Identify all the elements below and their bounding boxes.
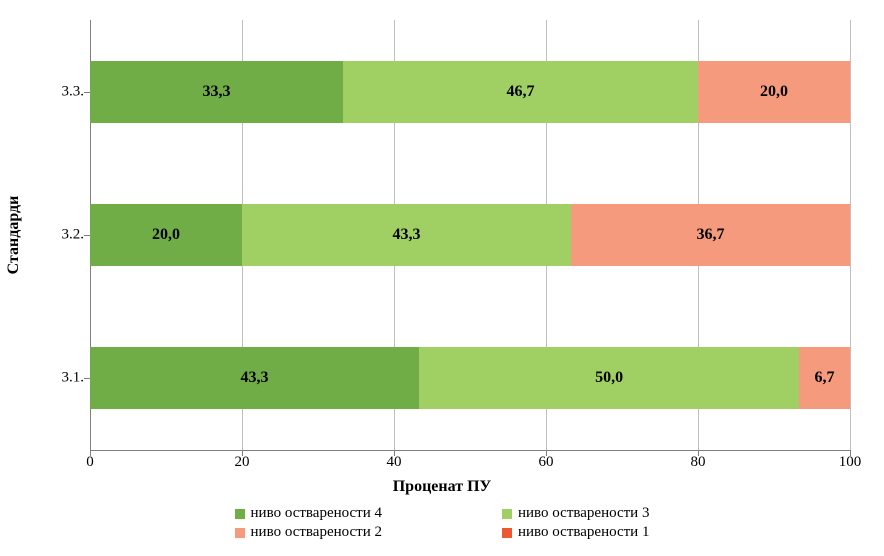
bar-value-label: 43,3	[241, 369, 269, 387]
y-tick-label: 3.2.	[50, 227, 84, 244]
legend-row-1: ниво остварености 4 ниво остварености 3	[0, 504, 884, 523]
bar-segment: 20,0	[90, 204, 242, 266]
x-tick-label: 80	[691, 454, 706, 471]
legend-row-2: ниво остварености 2 ниво остварености 1	[0, 523, 884, 542]
bar-value-label: 43,3	[393, 226, 421, 244]
x-tick-label: 60	[539, 454, 554, 471]
bar-value-label: 46,7	[507, 83, 535, 101]
bar-value-label: 33,3	[203, 83, 231, 101]
bar-row: 33,3 46,7 20,0	[90, 61, 850, 123]
bar-value-label: 36,7	[697, 226, 725, 244]
bar-segment: 43,3	[242, 204, 571, 266]
chart-container: Стандарди 43,3 50,0 6,7 20,0 43,3 36,7 33,3 46,…	[0, 0, 884, 556]
x-tick-label: 0	[86, 454, 94, 471]
legend-item: ниво остварености 1	[502, 524, 649, 541]
x-axis	[90, 450, 850, 451]
y-tick-label: 3.3.	[50, 83, 84, 100]
bar-segment: 33,3	[90, 61, 343, 123]
legend-label: ниво остварености 2	[251, 524, 382, 541]
legend-swatch	[502, 528, 512, 538]
legend-item: ниво остварености 4	[235, 505, 382, 522]
bar-row: 43,3 50,0 6,7	[90, 347, 850, 409]
gridline	[850, 20, 851, 450]
x-axis-label: Проценат ПУ	[0, 478, 884, 496]
bar-segment: 50,0	[419, 347, 799, 409]
legend-swatch	[235, 528, 245, 538]
x-tick-label: 100	[839, 454, 862, 471]
legend-item: ниво остварености 3	[502, 505, 649, 522]
legend-label: ниво остварености 1	[518, 524, 649, 541]
bar-value-label: 20,0	[760, 83, 788, 101]
y-axis-label: Стандарди	[5, 196, 23, 275]
plot-area: 43,3 50,0 6,7 20,0 43,3 36,7 33,3 46,7 20,0	[90, 20, 850, 450]
bar-segment: 43,3	[90, 347, 419, 409]
bar-segment: 36,7	[571, 204, 850, 266]
y-tick-label: 3.1.	[50, 370, 84, 387]
legend-item: ниво остварености 2	[235, 524, 382, 541]
x-tick-label: 20	[235, 454, 250, 471]
legend-swatch	[502, 509, 512, 519]
legend-label: ниво остварености 3	[518, 505, 649, 522]
bar-row: 20,0 43,3 36,7	[90, 204, 850, 266]
y-tick	[84, 378, 90, 379]
legend: ниво остварености 4 ниво остварености 3 …	[0, 504, 884, 542]
bar-segment: 46,7	[343, 61, 698, 123]
bar-segment: 6,7	[799, 347, 850, 409]
y-tick	[84, 235, 90, 236]
x-tick-label: 40	[387, 454, 402, 471]
bar-value-label: 20,0	[152, 226, 180, 244]
bar-value-label: 6,7	[815, 369, 835, 387]
bar-segment: 20,0	[698, 61, 850, 123]
bar-value-label: 50,0	[595, 369, 623, 387]
legend-label: ниво остварености 4	[251, 505, 382, 522]
legend-swatch	[235, 509, 245, 519]
y-tick	[84, 92, 90, 93]
